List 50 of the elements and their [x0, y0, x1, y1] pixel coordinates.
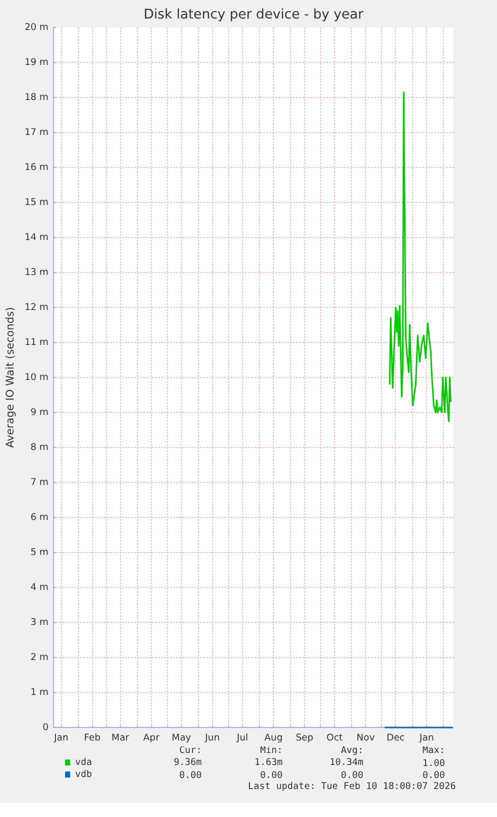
- y-tick-label: 11 m: [24, 337, 48, 348]
- text: 1.63m: [254, 757, 283, 768]
- y-tick-label: 13 m: [24, 267, 48, 278]
- y-tick-label: 14 m: [24, 232, 48, 243]
- text: 10.34m: [330, 757, 364, 768]
- y-tick-label: 15 m: [24, 197, 48, 208]
- x-tick-label: Jun: [204, 732, 220, 744]
- y-tick-label: 18 m: [24, 92, 48, 103]
- x-tick-label: Mar: [112, 732, 130, 744]
- text: 0.00: [422, 770, 446, 781]
- text: Last update: Tue Feb 10 18:00:07 2026: [248, 781, 456, 792]
- y-tick-label: 0: [42, 722, 49, 733]
- chart-title: Disk latency per device - by year: [144, 8, 364, 22]
- y-tick-label: 19 m: [24, 57, 48, 68]
- x-tick-label: Aug: [264, 732, 283, 744]
- y-axis-title: Average IO Wait (seconds): [4, 307, 17, 448]
- text: 0.00: [179, 770, 202, 781]
- x-tick-label: Nov: [356, 732, 376, 744]
- line-series: [388, 92, 452, 422]
- x-tick-label: Apr: [143, 732, 160, 744]
- y-tick-label: 1 m: [30, 687, 49, 698]
- text: 9.36m: [174, 757, 202, 768]
- legend-label: vdb: [75, 769, 92, 780]
- y-tick-label: 17 m: [24, 127, 48, 138]
- x-tick-label: Dec: [386, 732, 405, 744]
- x-tick-label: May: [172, 732, 192, 744]
- y-tick-label: 16 m: [24, 162, 48, 173]
- y-tick-label: 2 m: [30, 652, 49, 663]
- text: Max:: [422, 745, 446, 756]
- x-tick-label: Jan: [418, 732, 434, 744]
- y-tick-label: 7 m: [30, 477, 49, 488]
- x-tick-label: Jul: [236, 732, 248, 744]
- text: Avg:: [340, 745, 364, 756]
- text: 0.00: [260, 770, 283, 781]
- y-tick-label: 4 m: [30, 582, 49, 593]
- y-tick-label: 6 m: [30, 512, 49, 523]
- y-tick-label: 5 m: [30, 547, 49, 558]
- y-tick-label: 20 m: [24, 22, 48, 33]
- legend-label: vda: [75, 757, 92, 768]
- y-tick-label: 8 m: [30, 442, 49, 453]
- text: 0.00: [340, 770, 364, 781]
- y-tick-label: 3 m: [30, 617, 49, 628]
- y-tick-label: 12 m: [24, 302, 48, 313]
- x-tick-label: Jan: [53, 732, 69, 744]
- x-tick-label: Oct: [326, 732, 344, 744]
- y-tick-label: 9 m: [30, 407, 49, 418]
- y-tick-label: 10 m: [24, 372, 48, 383]
- x-tick-label: Feb: [84, 732, 101, 744]
- text: 1.00: [422, 758, 446, 769]
- x-tick-label: Sep: [296, 732, 314, 744]
